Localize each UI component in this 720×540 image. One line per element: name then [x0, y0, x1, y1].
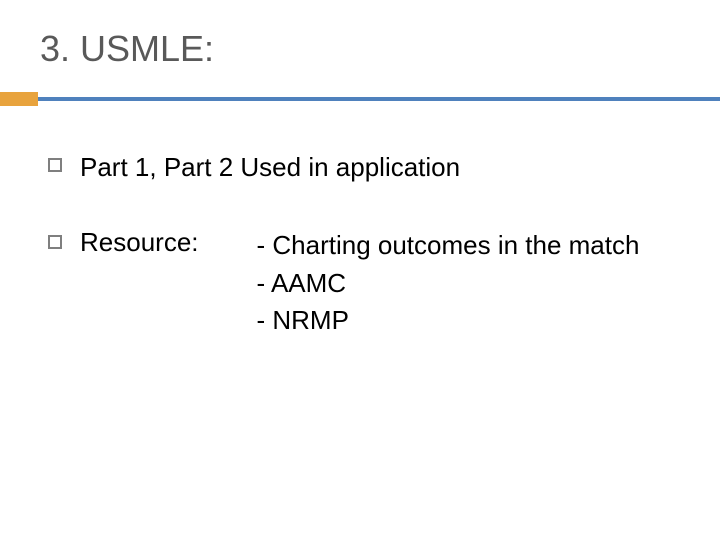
slide: 3. USMLE: Part 1, Part 2 Used in applica…	[0, 0, 720, 540]
slide-title: 3. USMLE:	[40, 28, 214, 70]
bullet-item: Part 1, Part 2 Used in application	[48, 150, 688, 185]
rule-line	[38, 97, 720, 101]
resource-list: - Charting outcomes in the match - AAMC …	[257, 227, 640, 340]
bullet-item: Resource: - Charting outcomes in the mat…	[48, 227, 688, 340]
slide-body: Part 1, Part 2 Used in application Resou…	[48, 150, 688, 340]
resource-item: - Charting outcomes in the match	[257, 227, 640, 265]
bullet-text: Part 1, Part 2 Used in application	[80, 150, 460, 185]
resource-item: - NRMP	[257, 302, 640, 340]
title-rule	[0, 92, 720, 106]
resource-label: Resource:	[80, 227, 199, 258]
rule-accent	[0, 92, 38, 106]
resource-item: - AAMC	[257, 265, 640, 303]
square-bullet-icon	[48, 158, 62, 172]
square-bullet-icon	[48, 235, 62, 249]
